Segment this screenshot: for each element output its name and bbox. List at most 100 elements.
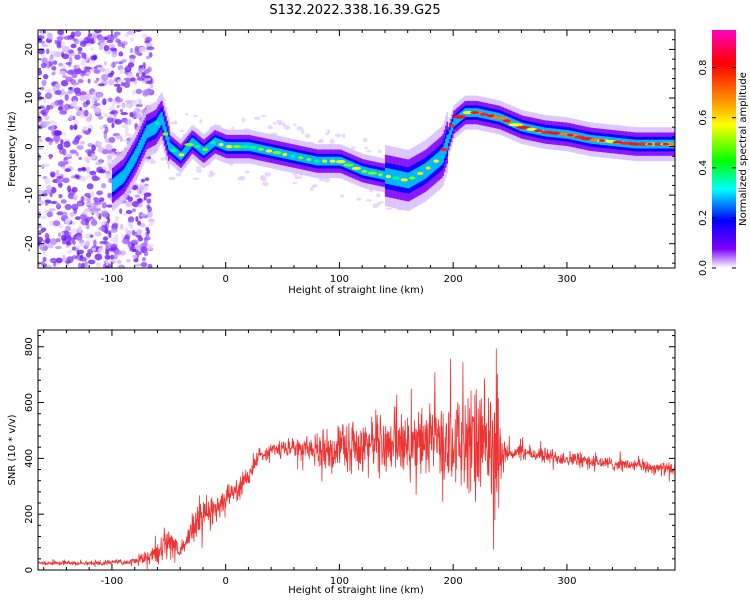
noise-speckle: [56, 169, 60, 175]
noise-speckle: [93, 239, 97, 247]
noise-speckle: [148, 52, 153, 58]
noise-speckle: [139, 46, 147, 54]
ridge-peak: [662, 142, 670, 146]
noise-speckle: [117, 79, 125, 83]
ridge-hotspot: [290, 154, 295, 158]
noise-speckle: [98, 115, 104, 120]
noise-speckle: [83, 109, 89, 117]
noise-speckle: [231, 126, 235, 130]
noise-speckle: [85, 43, 93, 47]
noise-speckle: [253, 116, 261, 120]
noise-speckle: [123, 81, 131, 88]
noise-speckle: [342, 133, 346, 139]
ridge-hotspot: [218, 143, 224, 147]
x-tick-label: 0: [223, 576, 229, 587]
noise-speckle: [108, 78, 115, 86]
noise-speckle: [130, 37, 135, 42]
ridge-band: [431, 157, 434, 174]
noise-speckle: [77, 262, 82, 268]
ridge-hotspot: [392, 176, 401, 180]
noise-speckle: [65, 225, 71, 232]
noise-speckle: [245, 170, 250, 174]
noise-speckle: [89, 95, 94, 100]
noise-speckle: [53, 130, 62, 136]
y-tick-label: -10: [24, 187, 35, 203]
noise-speckle: [142, 256, 147, 262]
noise-speckle: [127, 62, 135, 68]
noise-speckle: [45, 88, 52, 93]
noise-speckle: [142, 33, 148, 39]
noise-speckle: [49, 120, 57, 125]
ridge-band: [311, 155, 313, 165]
noise-speckle: [301, 129, 305, 135]
ridge-hotspot: [322, 159, 328, 163]
noise-speckle: [58, 224, 64, 229]
noise-speckle: [111, 99, 116, 107]
noise-speckle: [100, 73, 109, 81]
y-tick-label: 400: [24, 449, 35, 468]
noise-speckle: [80, 241, 85, 248]
noise-speckle: [114, 215, 120, 222]
noise-speckle: [79, 140, 85, 145]
noise-speckle: [102, 236, 109, 241]
snr-panel: -100 0 100 200 300 0 200 400 600 800 Height of st…: [7, 329, 676, 596]
noise-speckle: [113, 113, 117, 117]
noise-speckle: [73, 87, 81, 94]
noise-speckle: [378, 149, 382, 154]
noise-speckle: [62, 177, 70, 184]
noise-speckle: [110, 243, 118, 250]
figure-title: S132.2022.338.16.39.G25: [269, 3, 440, 18]
ridge-band: [217, 138, 219, 148]
noise-speckle: [42, 108, 49, 114]
ridge-band: [263, 145, 266, 155]
noise-speckle: [84, 93, 92, 100]
ridge-band: [120, 171, 122, 185]
ridge-band: [424, 163, 427, 179]
noise-speckle: [318, 138, 324, 144]
ridge-band: [177, 149, 180, 159]
noise-speckle: [145, 55, 151, 60]
ridge-peak: [534, 129, 543, 133]
noise-speckle: [148, 158, 155, 162]
ridge-hotspot: [479, 112, 489, 116]
noise-speckle: [84, 66, 88, 73]
noise-speckle: [71, 72, 78, 79]
noise-speckle: [304, 133, 311, 139]
colorbar-tick-label: 0.6: [698, 110, 709, 126]
ridge-peak: [612, 140, 624, 144]
noise-speckle: [96, 210, 100, 218]
noise-speckle: [38, 196, 42, 202]
noise-speckle: [70, 31, 76, 38]
noise-speckle: [38, 230, 44, 234]
noise-speckle: [77, 109, 85, 116]
noise-speckle: [116, 104, 120, 109]
noise-speckle: [55, 257, 63, 264]
noise-speckle: [65, 61, 72, 66]
noise-speckle: [121, 43, 125, 49]
y-tick-label: 200: [24, 505, 35, 524]
noise-speckle: [241, 117, 246, 123]
noise-speckle: [129, 111, 134, 118]
ridge-band: [438, 151, 440, 168]
ridge-band: [248, 142, 251, 151]
noise-speckle: [85, 232, 91, 240]
noise-speckle: [58, 99, 64, 106]
ridge-band: [128, 160, 131, 174]
ridge-band: [124, 167, 126, 181]
noise-speckle: [125, 200, 133, 207]
noise-speckle: [119, 223, 124, 231]
noise-speckle: [91, 98, 95, 105]
ridge-band: [163, 121, 166, 135]
noise-speckle: [143, 195, 147, 201]
ridge-band: [423, 163, 425, 180]
ridge-band: [264, 145, 267, 155]
noise-speckle: [69, 212, 75, 217]
ridge-band: [152, 121, 155, 135]
ridge-band: [158, 115, 161, 129]
noise-speckle: [85, 240, 91, 247]
noise-speckle: [140, 178, 145, 183]
noise-speckle: [64, 203, 72, 211]
noise-speckle: [88, 113, 93, 120]
ridge-hotspot: [298, 156, 304, 160]
